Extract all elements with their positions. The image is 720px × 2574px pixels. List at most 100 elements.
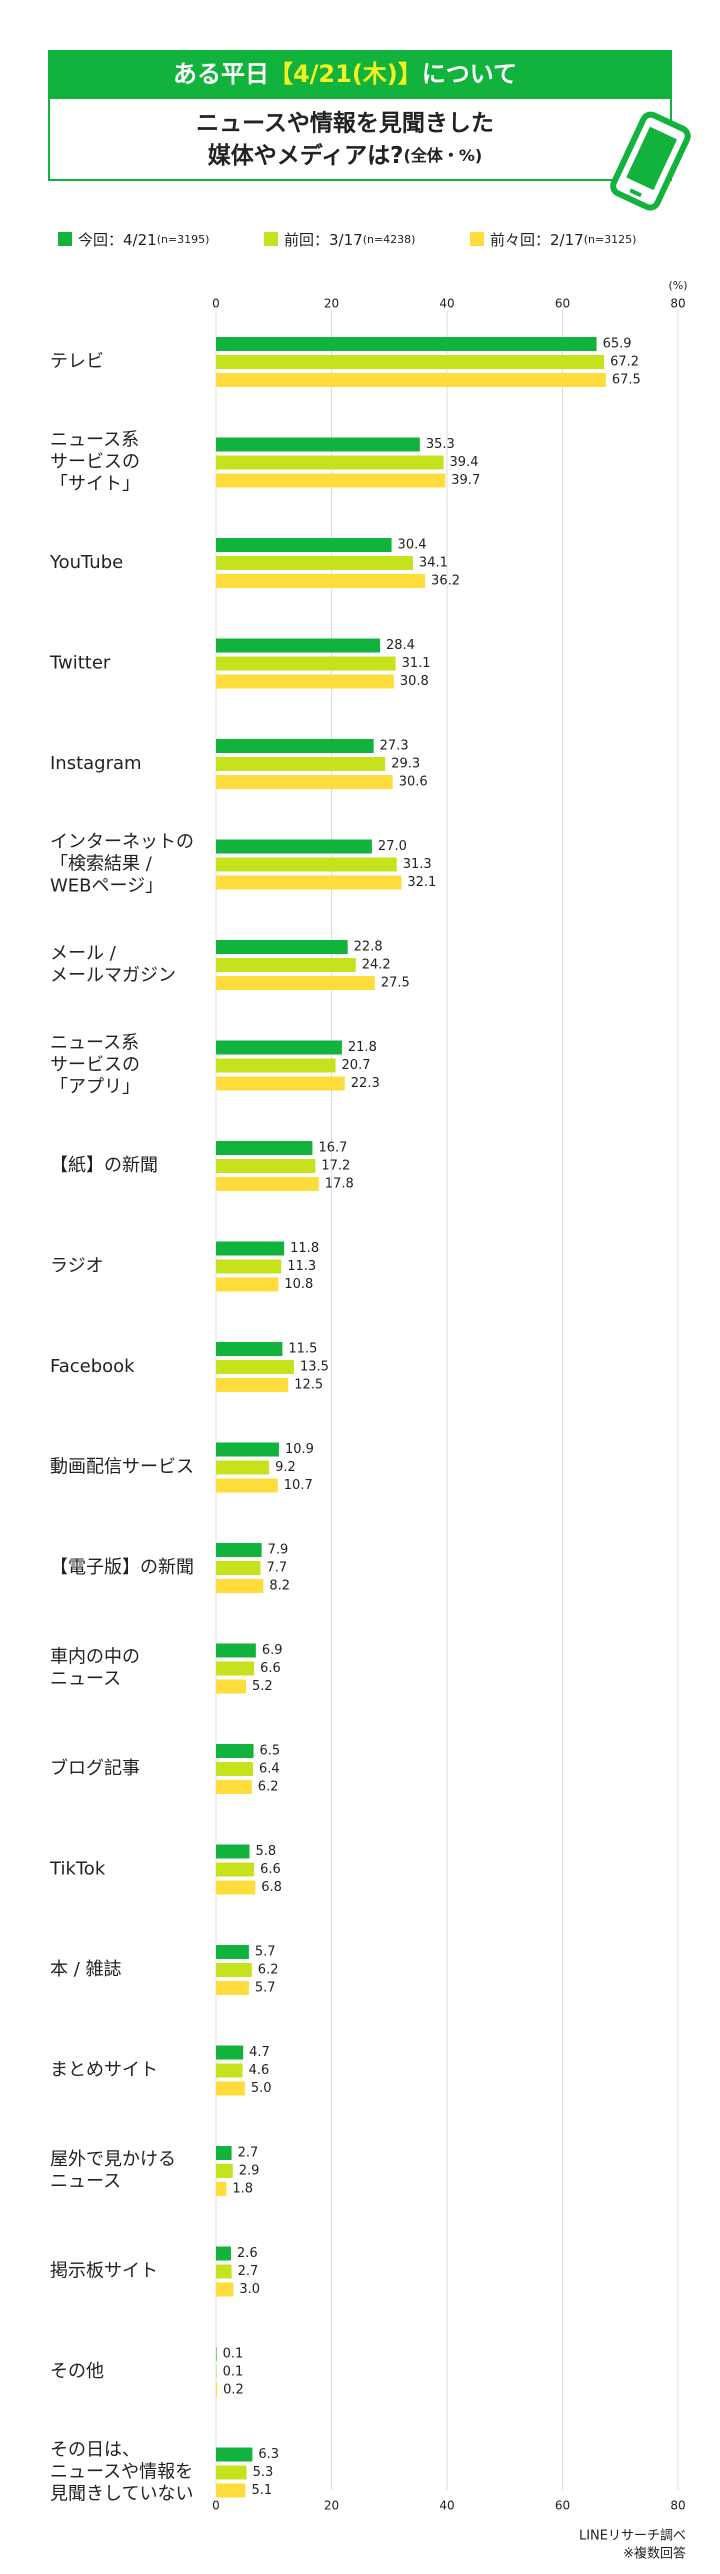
bar xyxy=(216,1981,249,1995)
category-label: 本 / 雑誌 xyxy=(50,1959,122,1980)
category-label: 動画配信サービス xyxy=(50,1457,194,1478)
category-label: ラジオ xyxy=(50,1256,104,1277)
category-label: 「アプリ」 xyxy=(50,1077,140,1098)
value-label: 21.8 xyxy=(348,1040,377,1055)
legend-label: 前回：3/17(n=4238) xyxy=(284,231,415,249)
category-label: まとめサイト xyxy=(50,2060,158,2081)
bar xyxy=(216,1058,336,1073)
value-label: 10.7 xyxy=(284,1478,313,1493)
legend-label: 今回：4/21(n=3195) xyxy=(78,231,209,249)
value-label: 31.3 xyxy=(403,857,432,872)
x-tick-label: 60 xyxy=(555,2499,570,2513)
category-label: 【紙】の新聞 xyxy=(50,1155,158,1176)
x-tick-label: 80 xyxy=(670,2499,685,2513)
bar xyxy=(216,674,394,689)
value-label: 20.7 xyxy=(342,1058,371,1073)
value-label: 13.5 xyxy=(300,1360,329,1375)
bar xyxy=(216,775,393,789)
bar xyxy=(216,2465,247,2480)
category-label: TikTok xyxy=(49,1859,106,1880)
value-label: 7.9 xyxy=(268,1543,289,1558)
bar xyxy=(216,1159,316,1173)
category-label: 車内の中の xyxy=(50,1647,140,1668)
bar xyxy=(216,373,606,387)
category-label: 屋外で見かける xyxy=(50,2149,176,2170)
legend-name: 前々回：2/17 xyxy=(490,231,584,249)
category-label: ニュースや情報を xyxy=(50,2462,193,2483)
x-tick-label: 80 xyxy=(670,297,685,311)
category-label: WEBページ」 xyxy=(50,876,163,897)
bar xyxy=(216,1177,319,1191)
bar xyxy=(216,1844,250,1859)
category-label: 掲示板サイト xyxy=(50,2261,158,2282)
bar xyxy=(216,2182,227,2196)
header-highlight: 【4/21(木)】 xyxy=(269,60,422,88)
value-label: 17.8 xyxy=(325,1177,354,1192)
legend-note: (n=4238) xyxy=(363,233,416,246)
value-label: 6.5 xyxy=(260,1744,281,1759)
category-label: ニュース xyxy=(50,1669,121,1690)
bar xyxy=(216,355,605,369)
bar xyxy=(216,857,397,872)
category-label: その日は、 xyxy=(50,2440,140,2461)
category-label: 【電子版】の新聞 xyxy=(50,1557,194,1578)
value-label: 11.8 xyxy=(290,1241,319,1256)
value-label: 2.7 xyxy=(238,2264,259,2279)
x-tick-label: 40 xyxy=(439,297,454,311)
category-label: Instagram xyxy=(50,753,142,774)
value-label: 4.7 xyxy=(249,2045,270,2060)
value-label: 5.0 xyxy=(251,2081,272,2096)
value-label: 36.2 xyxy=(431,574,460,589)
legend-name: 前回：3/17 xyxy=(284,231,363,249)
value-label: 27.0 xyxy=(378,839,407,854)
value-label: 6.4 xyxy=(259,1762,280,1777)
value-label: 31.1 xyxy=(402,656,431,671)
value-label: 24.2 xyxy=(362,958,391,973)
bar xyxy=(216,757,386,771)
value-label: 30.8 xyxy=(400,674,429,689)
value-label: 0.2 xyxy=(223,2383,244,2398)
bar xyxy=(216,455,444,470)
bar xyxy=(216,1880,256,1895)
value-label: 1.8 xyxy=(232,2182,253,2197)
bar xyxy=(216,2365,217,2379)
bar xyxy=(216,2264,232,2279)
legend-swatch xyxy=(470,232,484,246)
value-label: 5.8 xyxy=(255,1844,276,1859)
bar xyxy=(216,1661,255,1676)
category-label: Facebook xyxy=(50,1356,135,1377)
category-label: Twitter xyxy=(49,653,111,674)
category-label: サービスの xyxy=(50,452,140,473)
bar xyxy=(216,1141,313,1155)
bar xyxy=(216,2347,217,2361)
category-label: YouTube xyxy=(49,552,123,573)
bar xyxy=(216,656,396,671)
bar xyxy=(216,1963,252,1977)
bar xyxy=(216,2045,244,2060)
value-label: 2.9 xyxy=(239,2164,260,2179)
bar xyxy=(216,437,420,452)
bar xyxy=(216,1076,345,1091)
x-tick-label: 0 xyxy=(212,2499,220,2513)
value-label: 10.8 xyxy=(284,1277,313,1292)
bar xyxy=(216,2282,234,2297)
bar xyxy=(216,2081,245,2096)
category-label: 「検索結果 / xyxy=(50,854,153,875)
bar xyxy=(216,1862,255,1877)
value-label: 6.2 xyxy=(258,1963,279,1978)
bar xyxy=(216,2447,253,2462)
header-band xyxy=(48,50,672,98)
value-label: 22.8 xyxy=(354,940,383,955)
value-label: 2.6 xyxy=(237,2246,258,2261)
bar xyxy=(216,1360,294,1374)
phone-icon xyxy=(610,111,691,211)
value-label: 5.2 xyxy=(252,1679,273,1694)
value-label: 67.2 xyxy=(610,355,639,370)
bar xyxy=(216,1744,254,1758)
value-label: 2.7 xyxy=(238,2146,259,2161)
bar xyxy=(216,556,413,570)
header-suffix: について xyxy=(422,60,517,88)
value-label: 30.4 xyxy=(398,538,427,553)
value-label: 6.3 xyxy=(258,2447,279,2462)
